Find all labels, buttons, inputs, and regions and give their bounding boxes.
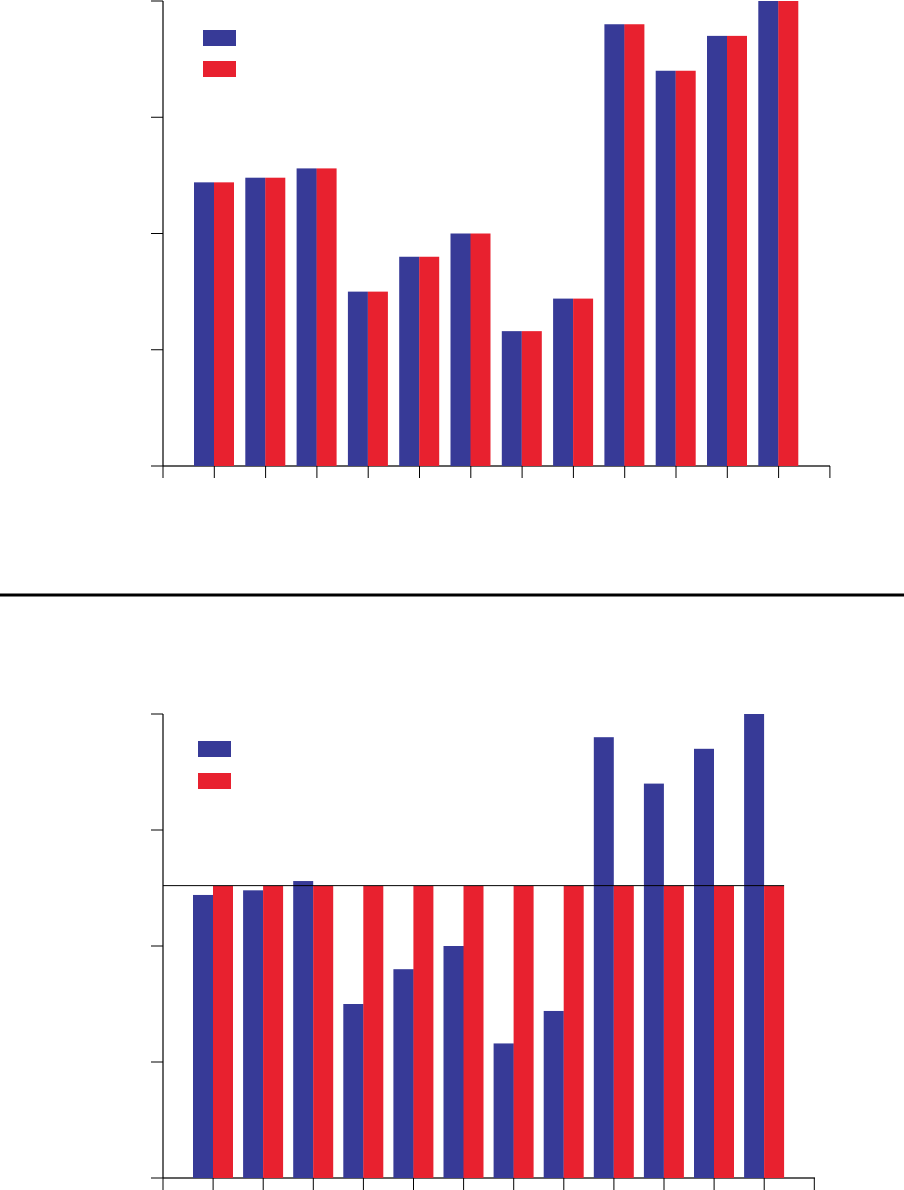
bar-series-1	[347, 291, 368, 466]
legend-swatch-series-1	[203, 30, 236, 46]
bar-series-2	[463, 885, 484, 1178]
chart-top-panel	[151, 0, 831, 478]
bar-series-2	[714, 885, 734, 1178]
legend-swatch-series-2	[198, 773, 231, 789]
bar-series-2	[213, 885, 233, 1178]
bar-series-2	[214, 182, 234, 466]
bar-series-1	[293, 881, 314, 1178]
bar-series-2	[265, 177, 286, 466]
bar-series-2	[413, 885, 434, 1178]
bar-series-2	[513, 885, 534, 1178]
bar-series-1	[393, 969, 414, 1178]
bar-series-2	[263, 885, 284, 1178]
bar-series-1	[744, 714, 765, 1178]
bar-series-1	[707, 35, 727, 466]
bar-series-1	[450, 233, 471, 466]
bar-series-1	[245, 177, 266, 466]
bar-series-2	[727, 35, 747, 466]
bar-series-1	[194, 182, 214, 466]
bar-series-1	[643, 783, 664, 1178]
bar-series-2	[367, 291, 388, 466]
bar-series-1	[493, 1043, 514, 1178]
bar-series-1	[193, 894, 213, 1178]
bar-series-1	[399, 256, 420, 466]
bar-series-2	[778, 1, 799, 466]
legend-swatch-series-2	[203, 61, 236, 77]
bar-series-1	[694, 748, 714, 1178]
bar-series-2	[521, 331, 542, 466]
bar-series-2	[419, 256, 440, 466]
bar-series-2	[363, 885, 384, 1178]
bar-series-1	[501, 331, 522, 466]
bar-series-2	[624, 24, 645, 466]
bar-series-1	[243, 890, 264, 1178]
bar-series-2	[675, 70, 696, 466]
legend-swatch-series-1	[198, 741, 231, 757]
chart-bottom-panel	[151, 713, 815, 1190]
bar-series-1	[443, 946, 464, 1178]
bar-series-2	[573, 298, 594, 466]
bar-series-2	[764, 885, 785, 1178]
bar-series-2	[470, 233, 491, 466]
bar-series-1	[553, 298, 574, 466]
bar-series-1	[604, 24, 625, 466]
bar-series-2	[613, 885, 634, 1178]
bar-series-1	[758, 1, 779, 466]
bar-series-1	[343, 1004, 364, 1178]
bar-series-2	[563, 885, 584, 1178]
bar-series-2	[313, 885, 334, 1178]
bar-series-2	[663, 885, 684, 1178]
bar-series-2	[316, 168, 337, 466]
bar-series-1	[296, 168, 317, 466]
bar-series-1	[543, 1010, 564, 1178]
bar-series-1	[593, 737, 614, 1178]
bar-series-1	[655, 70, 676, 466]
